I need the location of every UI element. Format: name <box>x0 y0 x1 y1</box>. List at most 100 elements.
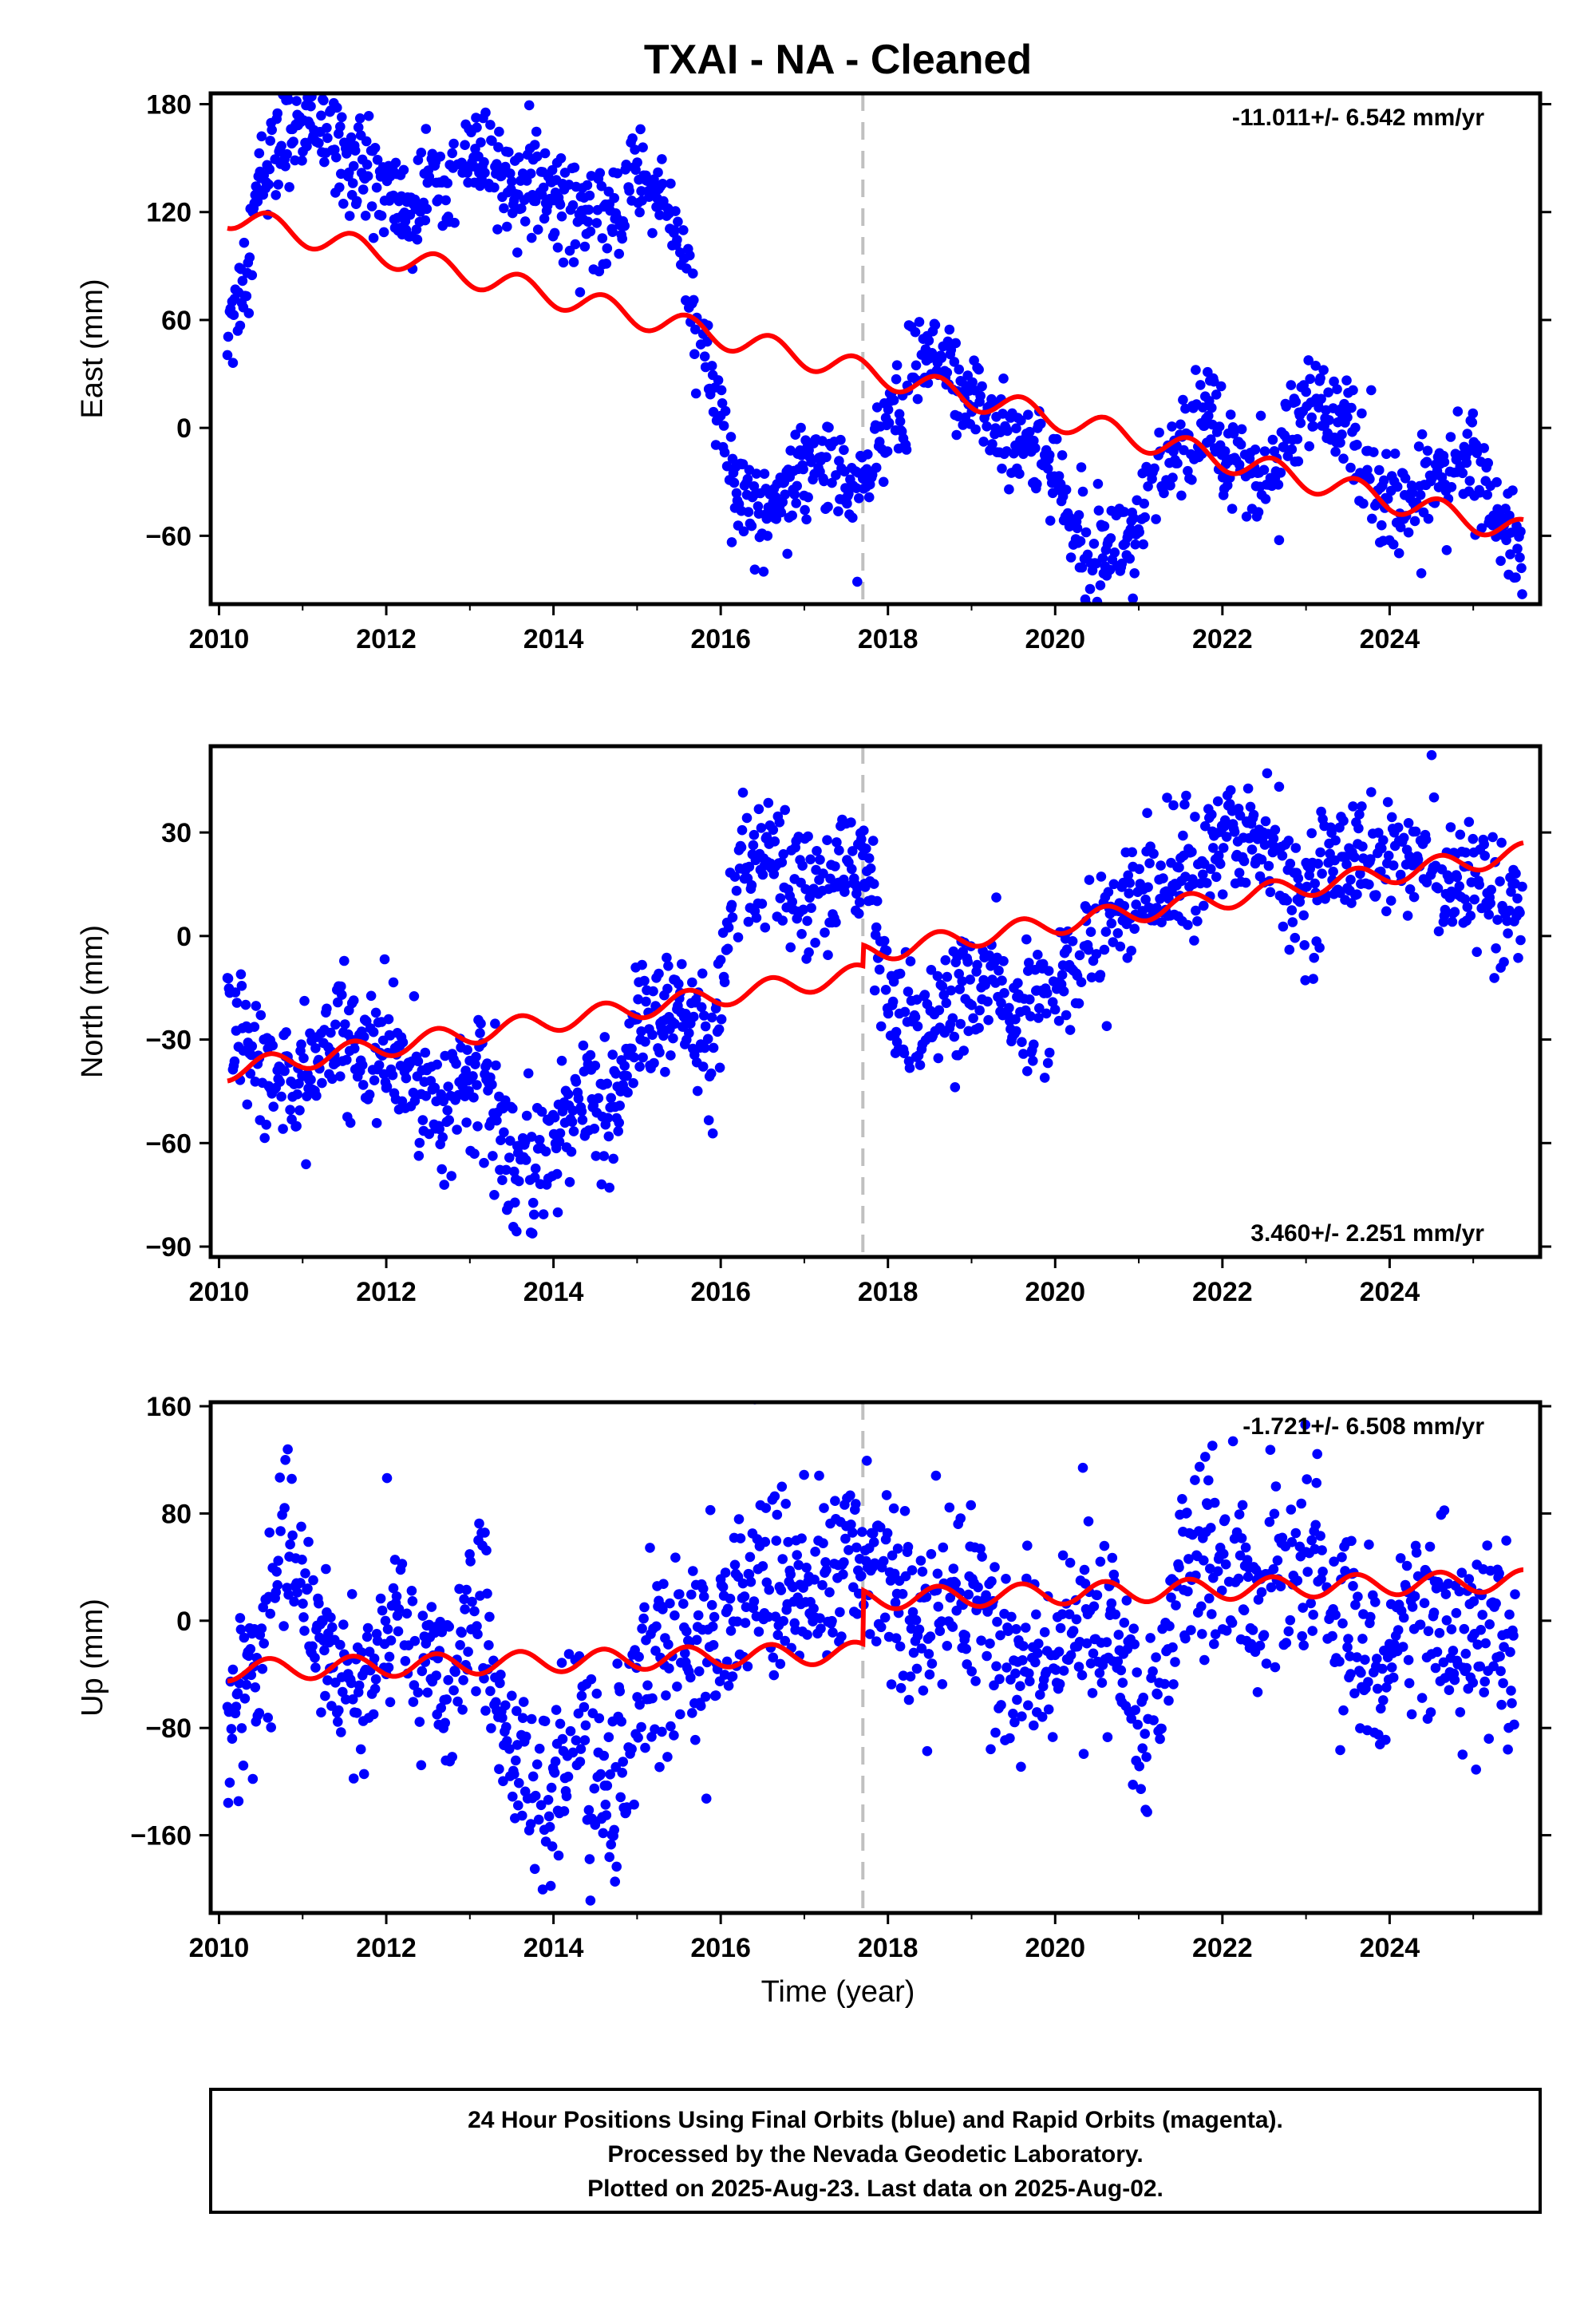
data-point <box>819 1503 829 1513</box>
data-point <box>546 1782 557 1793</box>
data-point <box>963 1589 974 1600</box>
data-point <box>983 1014 994 1026</box>
data-point <box>737 459 749 469</box>
data-point <box>555 200 566 210</box>
data-point <box>1236 424 1247 435</box>
data-point <box>881 1490 892 1500</box>
data-point <box>351 196 362 207</box>
data-point <box>1140 512 1150 523</box>
data-point <box>1456 1567 1468 1578</box>
data-point <box>722 943 733 954</box>
y-tick-label: 160 <box>146 1392 192 1422</box>
data-point <box>994 1674 1005 1685</box>
data-point <box>1385 895 1396 906</box>
data-point <box>743 507 754 517</box>
data-point <box>729 871 741 882</box>
data-point <box>713 1024 725 1035</box>
data-point <box>544 1821 555 1832</box>
data-point <box>907 1607 918 1618</box>
data-point <box>1247 1625 1258 1635</box>
data-point <box>1469 894 1479 905</box>
data-point <box>768 1670 780 1681</box>
data-point <box>1501 1535 1511 1546</box>
data-point <box>805 854 816 865</box>
data-point <box>654 1047 665 1057</box>
data-point <box>254 1708 265 1718</box>
data-point <box>337 112 347 123</box>
data-point <box>878 1555 889 1567</box>
data-point <box>688 1566 698 1576</box>
data-point <box>1061 1010 1072 1021</box>
data-point <box>1263 860 1274 871</box>
data-point <box>1330 835 1341 846</box>
data-point <box>567 1747 579 1758</box>
data-point <box>371 182 382 193</box>
data-point <box>497 1713 508 1723</box>
data-point <box>790 429 800 440</box>
data-point <box>1366 787 1377 797</box>
data-point <box>1492 915 1503 925</box>
data-point <box>1047 1732 1058 1742</box>
data-point <box>680 1648 690 1658</box>
data-point <box>838 1569 848 1580</box>
data-point <box>1348 385 1358 396</box>
data-point <box>689 349 700 360</box>
data-point <box>764 1584 775 1595</box>
data-point <box>556 1658 567 1668</box>
data-point <box>272 108 283 119</box>
data-point <box>1106 918 1117 929</box>
data-point <box>658 1604 668 1614</box>
data-point <box>330 144 340 155</box>
data-point <box>875 1021 887 1032</box>
data-point <box>254 148 265 159</box>
data-point <box>242 1099 253 1110</box>
data-point <box>905 956 916 966</box>
data-point <box>335 121 346 132</box>
data-point <box>1317 868 1327 879</box>
data-point <box>630 144 640 155</box>
data-point <box>934 1005 945 1016</box>
data-point <box>1156 1723 1167 1734</box>
data-point <box>1416 1693 1428 1703</box>
data-point <box>1159 488 1169 499</box>
data-point <box>634 207 645 218</box>
data-point <box>353 122 364 132</box>
data-point <box>416 148 427 158</box>
data-point <box>1330 1610 1341 1620</box>
data-point <box>1017 1711 1027 1721</box>
data-point <box>1222 480 1233 491</box>
data-point <box>618 1757 628 1767</box>
data-point <box>1377 843 1387 854</box>
data-point <box>672 1682 682 1692</box>
data-point <box>746 879 757 891</box>
data-point <box>607 1049 618 1060</box>
data-point <box>948 1563 959 1574</box>
data-point <box>1388 860 1399 871</box>
data-point <box>777 1554 788 1564</box>
data-point <box>298 1612 309 1622</box>
data-point <box>626 1043 637 1054</box>
data-point <box>1400 473 1411 484</box>
data-point <box>256 131 267 142</box>
data-point <box>1110 1609 1121 1620</box>
data-point <box>605 1769 615 1780</box>
data-point <box>1260 494 1271 504</box>
data-point <box>1366 385 1377 396</box>
data-point <box>580 1720 591 1731</box>
data-point <box>879 1612 891 1623</box>
data-point <box>1138 539 1148 550</box>
data-point <box>636 1026 646 1037</box>
data-point <box>484 1640 494 1650</box>
data-point <box>699 1042 710 1053</box>
data-point <box>911 360 922 371</box>
data-point <box>1515 552 1525 563</box>
data-point <box>551 1168 563 1180</box>
data-point <box>690 1734 701 1745</box>
data-point <box>476 1018 486 1029</box>
data-point <box>702 1034 713 1045</box>
data-point <box>223 331 234 342</box>
data-point <box>1171 1600 1181 1611</box>
data-point <box>1035 1690 1045 1700</box>
data-point <box>1278 921 1289 932</box>
data-point <box>1174 862 1184 873</box>
